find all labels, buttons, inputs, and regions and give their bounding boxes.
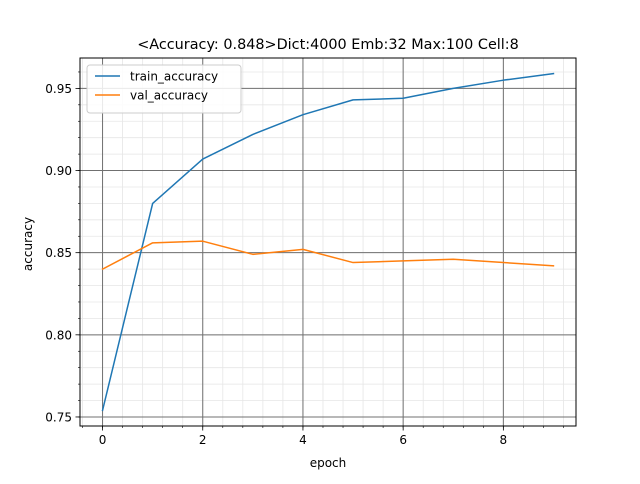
y-tick-label: 0.80 <box>45 328 72 342</box>
x-tick-label: 6 <box>399 433 407 447</box>
y-tick-label: 0.85 <box>45 246 72 260</box>
series-line-train-accuracy <box>101 72 555 412</box>
x-axis-label: epoch <box>310 456 347 470</box>
legend-box <box>86 64 242 114</box>
x-tick-label: 4 <box>299 433 307 447</box>
chart-title: <Accuracy: 0.848>Dict:4000 Emb:32 Max:10… <box>137 37 519 53</box>
legend: train_accuracy val_accuracy <box>86 64 242 114</box>
legend-label-val-accuracy: val_accuracy <box>130 89 208 103</box>
plot-frame <box>79 57 577 427</box>
major-grid <box>80 58 576 426</box>
x-tick-label: 0 <box>99 433 107 447</box>
legend-label-train-accuracy: train_accuracy <box>130 70 218 84</box>
series-line-val-accuracy <box>101 240 555 271</box>
x-tick-label: 8 <box>500 433 508 447</box>
y-tick-label: 0.90 <box>45 164 72 178</box>
y-axis-label: accuracy <box>21 217 35 271</box>
x-tick-label: 2 <box>199 433 207 447</box>
axes: 0 2 4 6 8 0.75 0.80 0.85 0.90 0.95 <box>45 57 577 447</box>
y-tick-label: 0.75 <box>45 410 72 424</box>
y-tick-label: 0.95 <box>45 82 72 96</box>
series-layer <box>101 72 555 412</box>
